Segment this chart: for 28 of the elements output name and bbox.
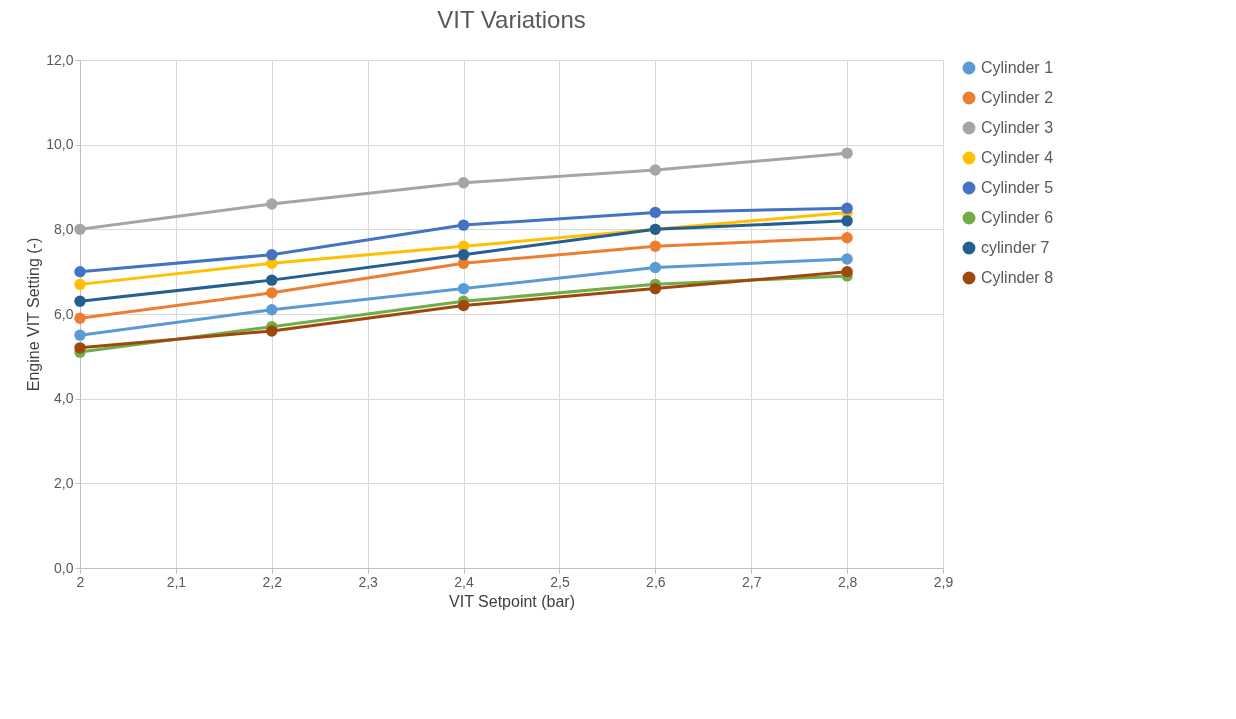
legend-label: cylinder 7 [981, 239, 1050, 256]
x-tick-label: 2,7 [741, 573, 762, 590]
y-tick-label: 10,0 [46, 136, 74, 153]
legend-label: Cylinder 4 [981, 149, 1054, 166]
chart-title: VIT Variations [437, 6, 586, 33]
x-tick-label: 2,3 [358, 573, 379, 590]
x-tick-label: 2,4 [454, 573, 474, 590]
y-tick-label: 6,0 [54, 305, 74, 322]
x-tick-label: 2,1 [166, 573, 187, 590]
y-tick-label: 8,0 [54, 220, 74, 237]
x-tick-label: 2,2 [262, 573, 283, 590]
x-tick-label: 2,8 [837, 573, 858, 590]
legend-label: Cylinder 6 [981, 209, 1054, 226]
x-tick-label: 2,9 [933, 573, 954, 590]
legend-label: Cylinder 8 [981, 269, 1054, 286]
legend-label: Cylinder 2 [981, 89, 1054, 106]
legend-label: Cylinder 3 [981, 119, 1054, 136]
y-tick-label: 0,0 [54, 559, 74, 576]
y-tick-label: 4,0 [54, 390, 74, 407]
x-tick-label: 2,5 [550, 573, 570, 590]
y-axis-title: Engine VIT Setting (-) [25, 237, 43, 392]
y-tick-label: 12,0 [46, 51, 74, 68]
y-tick-label: 2,0 [54, 474, 74, 491]
legend-label: Cylinder 5 [981, 179, 1054, 196]
x-tick-label: 2,6 [646, 573, 666, 590]
x-tick-label: 2 [76, 573, 85, 590]
x-axis-title: VIT Setpoint (bar) [449, 592, 575, 610]
legend-label: Cylinder 1 [981, 59, 1054, 76]
